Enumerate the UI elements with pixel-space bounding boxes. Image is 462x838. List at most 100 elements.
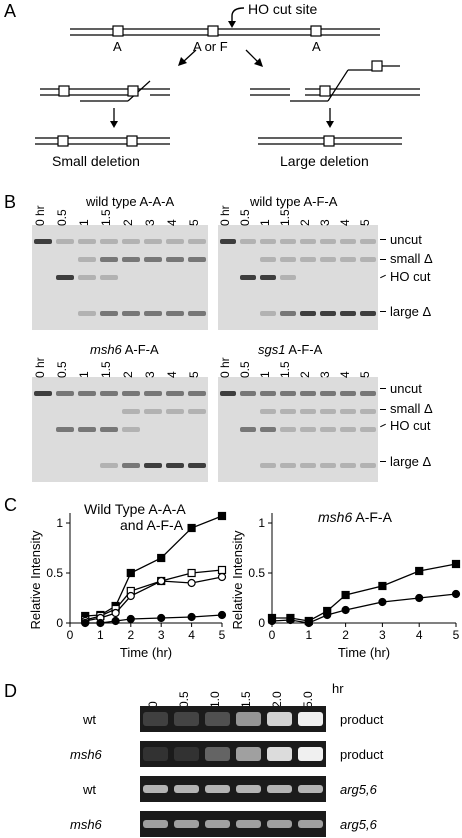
pcr-gel-strip [140,776,326,802]
x-tick-label: 3 [158,628,165,642]
chart-left-title-2: and A-F-A [120,517,184,533]
data-point [126,614,135,624]
band-label-large-1: large Δ [390,304,432,319]
gel-band [100,275,118,280]
lane-label: 0 hr [218,357,232,378]
pcr-band [143,820,168,828]
site-box-mid [207,25,219,37]
x-tick-label: 0 [269,628,276,642]
pcr-band [267,820,292,828]
data-point [415,593,424,603]
gel-band [340,239,356,244]
gel-band [280,239,296,244]
gel-band [100,311,118,316]
pcr-band [236,747,261,761]
panel-label-a: A [4,1,17,21]
gel-band [260,391,276,396]
pcr-band [205,820,230,828]
pcr-band [205,747,230,761]
gel-band [360,427,376,432]
data-point [378,597,387,607]
lane-label: 5 [358,219,372,226]
gel-band [56,239,74,244]
gel-band [56,427,74,432]
data-point [217,610,227,620]
gel-title-sgs1: sgs1 A-F-A [258,342,323,357]
gel-band [100,427,118,432]
x-tick-label: 5 [453,628,460,642]
pcr-band [236,712,261,726]
pcr-band [143,712,168,726]
site-box-right [310,25,322,37]
gel-band [188,257,206,262]
gel-band [166,391,184,396]
lane-label: 2 [121,219,135,226]
lane-label: 1 [77,219,91,226]
lane-label: 0 hr [33,357,47,378]
gel-band [34,391,52,396]
gel-band [300,391,316,396]
gel-band [340,391,356,396]
data-point [157,553,166,563]
gel-title-msh6: msh6 A-F-A [90,342,159,357]
data-point [187,612,196,622]
y-tick-label: 0.5 [46,566,63,580]
gel-band [280,257,296,262]
gel-wt-afa [218,225,378,330]
gel-band [340,409,356,414]
pcr-band [298,747,323,761]
gel-band [220,391,236,396]
data-point [187,523,196,533]
gel-band [360,391,376,396]
data-point [81,618,90,628]
gel-band [166,239,184,244]
x-tick-label: 5 [219,628,226,642]
data-point [187,578,196,588]
panel-label-c: C [4,495,17,515]
gel-sgs1 [218,377,378,482]
gel-band [280,409,296,414]
gel-band [260,257,276,262]
large-deletion-label: Large deletion [280,153,369,169]
data-point [415,566,424,576]
lane-label: 3 [143,219,157,226]
gel-band [122,409,140,414]
gel-band [122,391,140,396]
lane-label: 1 [77,371,91,378]
pcr-product-label: arg5,6 [340,782,377,797]
gel-band [360,409,376,414]
gel-title-wt-afa: wild type A-F-A [250,194,338,209]
data-point [217,572,227,582]
lane-label: 0 hr [33,205,47,226]
series-line [272,563,457,622]
gel-band [240,275,256,280]
gel-band [320,239,336,244]
data-point [157,576,166,586]
gel-band [280,311,296,316]
gel-band [240,239,256,244]
pcr-band [143,785,168,793]
data-point [126,591,135,601]
x-tick-label: 2 [127,628,134,642]
x-tick-label: 3 [379,628,386,642]
gel-band [360,463,376,468]
lane-label: 1.5 [278,209,292,226]
gel-band [144,257,162,262]
pcr-band [298,712,323,726]
lane-label: 2 [298,219,312,226]
data-point [111,616,120,626]
gel-band [280,275,296,280]
gel-band [78,391,96,396]
x-tick-label: 0 [67,628,74,642]
gel-band [300,427,316,432]
x-axis-label: Time (hr) [120,645,172,660]
gel-band [144,463,162,468]
gel-band [100,239,118,244]
data-point [323,610,332,620]
gel-band [320,463,336,468]
pcr-band [236,785,261,793]
panel-label-b: B [4,192,17,212]
gel-band [340,257,356,262]
y-axis-label: Relative Intensity [28,530,43,629]
data-point [341,605,350,615]
